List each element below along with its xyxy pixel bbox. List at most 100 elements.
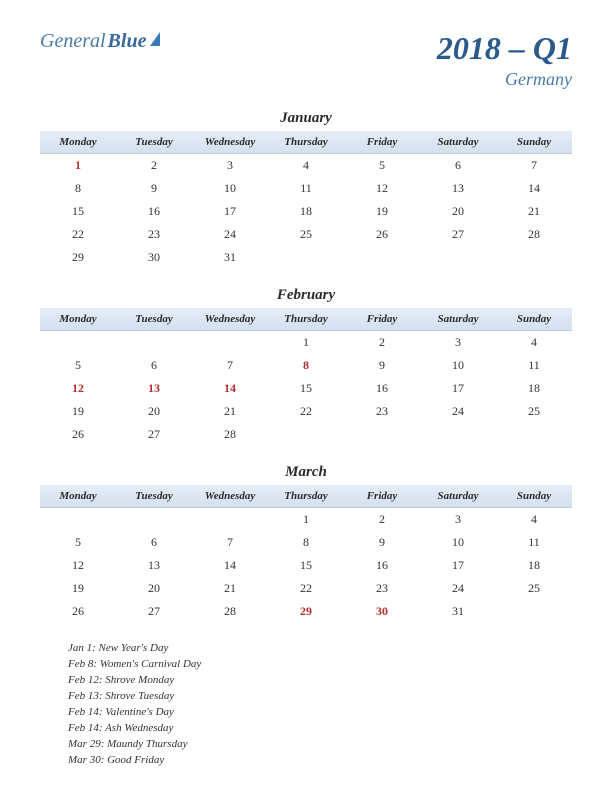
calendar-row: 262728293031	[40, 600, 572, 623]
calendar-cell: 31	[192, 246, 268, 269]
month-name: January	[40, 110, 572, 127]
calendar-cell: 25	[496, 400, 572, 423]
calendar-cell: 21	[192, 577, 268, 600]
calendar-cell: 13	[116, 554, 192, 577]
holiday-entry: Mar 30: Good Friday	[68, 753, 572, 769]
calendars-container: January MondayTuesdayWednesdayThursdayFri…	[40, 110, 572, 623]
calendar-row: 293031	[40, 246, 572, 269]
calendar-cell: 15	[268, 377, 344, 400]
calendar-cell: 27	[116, 600, 192, 623]
day-header: Monday	[40, 131, 116, 154]
calendar-row: 19202122232425	[40, 400, 572, 423]
holiday-entry: Feb 12: Shrove Monday	[68, 673, 572, 689]
day-header: Saturday	[420, 131, 496, 154]
calendar-cell: 15	[40, 200, 116, 223]
calendar-cell: 18	[496, 554, 572, 577]
day-header: Monday	[40, 485, 116, 508]
calendar-cell: 12	[40, 377, 116, 400]
day-header: Tuesday	[116, 485, 192, 508]
calendar-row: 567891011	[40, 531, 572, 554]
calendar-cell: 5	[344, 154, 420, 178]
holiday-entry: Feb 14: Ash Wednesday	[68, 721, 572, 737]
calendar-cell: 28	[496, 223, 572, 246]
calendar-cell: 16	[344, 554, 420, 577]
calendar-cell	[496, 246, 572, 269]
calendar-row: 1234567	[40, 154, 572, 178]
quarter-title: 2018 – Q1	[437, 30, 572, 67]
day-header: Monday	[40, 308, 116, 331]
calendar-cell: 7	[192, 354, 268, 377]
calendar-cell: 12	[40, 554, 116, 577]
calendar-cell: 21	[192, 400, 268, 423]
calendar-cell: 20	[116, 577, 192, 600]
calendar-row: 1234	[40, 508, 572, 532]
calendar-cell: 20	[116, 400, 192, 423]
calendar-cell: 18	[268, 200, 344, 223]
calendar-cell: 19	[40, 577, 116, 600]
holiday-entry: Feb 8: Women's Carnival Day	[68, 657, 572, 673]
calendar-cell: 10	[192, 177, 268, 200]
calendar-cell: 22	[268, 400, 344, 423]
month-name: March	[40, 464, 572, 481]
calendar-cell	[420, 246, 496, 269]
calendar-cell: 9	[344, 531, 420, 554]
calendar-cell	[40, 508, 116, 532]
calendar-cell: 8	[268, 531, 344, 554]
calendar-row: 1234	[40, 331, 572, 355]
calendar-cell	[344, 246, 420, 269]
day-header: Thursday	[268, 131, 344, 154]
calendar-cell: 5	[40, 354, 116, 377]
calendar-row: 22232425262728	[40, 223, 572, 246]
calendar-cell: 23	[344, 577, 420, 600]
calendar-row: 12131415161718	[40, 554, 572, 577]
calendar-cell: 2	[116, 154, 192, 178]
calendar-cell: 28	[192, 600, 268, 623]
calendar-cell: 3	[420, 331, 496, 355]
day-header: Wednesday	[192, 485, 268, 508]
holiday-entry: Jan 1: New Year's Day	[68, 641, 572, 657]
calendar-cell: 3	[192, 154, 268, 178]
calendar-cell: 4	[496, 331, 572, 355]
calendar-cell	[344, 423, 420, 446]
calendar-cell: 21	[496, 200, 572, 223]
day-header: Thursday	[268, 308, 344, 331]
holiday-entry: Feb 13: Shrove Tuesday	[68, 689, 572, 705]
calendar-cell: 14	[192, 554, 268, 577]
calendar-table: MondayTuesdayWednesdayThursdayFridaySatu…	[40, 308, 572, 446]
calendar-cell: 3	[420, 508, 496, 532]
header: GeneralBlue 2018 – Q1 Germany	[40, 30, 572, 90]
calendar-cell: 24	[420, 577, 496, 600]
calendar-cell: 1	[268, 508, 344, 532]
calendar-cell: 1	[268, 331, 344, 355]
calendar-cell: 4	[496, 508, 572, 532]
calendar-cell: 17	[420, 554, 496, 577]
calendar-cell: 8	[268, 354, 344, 377]
calendar-cell: 22	[268, 577, 344, 600]
calendar-cell: 14	[496, 177, 572, 200]
calendar-cell: 6	[116, 531, 192, 554]
calendar-cell	[496, 600, 572, 623]
calendar-cell: 24	[192, 223, 268, 246]
calendar-cell: 4	[268, 154, 344, 178]
calendar-row: 19202122232425	[40, 577, 572, 600]
calendar-cell: 23	[116, 223, 192, 246]
calendar-cell: 23	[344, 400, 420, 423]
day-header: Sunday	[496, 308, 572, 331]
calendar-cell: 7	[192, 531, 268, 554]
holiday-entry: Mar 29: Maundy Thursday	[68, 737, 572, 753]
calendar-row: 567891011	[40, 354, 572, 377]
day-header: Tuesday	[116, 308, 192, 331]
calendar-cell: 15	[268, 554, 344, 577]
calendar-cell: 17	[420, 377, 496, 400]
calendar-cell: 20	[420, 200, 496, 223]
calendar-cell: 7	[496, 154, 572, 178]
day-header: Wednesday	[192, 308, 268, 331]
calendar-cell: 26	[40, 600, 116, 623]
calendar-cell: 22	[40, 223, 116, 246]
logo-part1: General	[40, 30, 106, 53]
calendar-cell	[420, 423, 496, 446]
calendar-cell: 30	[116, 246, 192, 269]
day-header: Tuesday	[116, 131, 192, 154]
calendar-cell: 19	[40, 400, 116, 423]
calendar-cell: 26	[40, 423, 116, 446]
